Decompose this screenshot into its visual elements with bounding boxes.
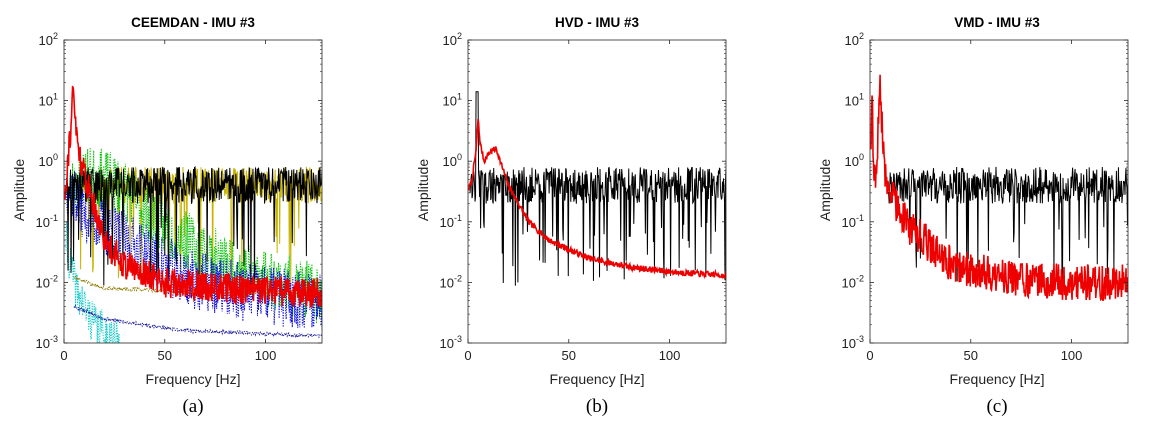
series-line-0 — [469, 91, 726, 286]
plot-frame — [467, 39, 727, 344]
series-line-7 — [64, 85, 322, 308]
y-tick-label: 100 — [845, 152, 864, 169]
plot-frame — [869, 39, 1129, 344]
y-tick-label: 10-1 — [842, 213, 864, 230]
x-tick-label: 50 — [964, 348, 978, 363]
y-tick-label: 10-3 — [842, 334, 864, 351]
series-group — [64, 85, 322, 343]
y-tick-label: 10-2 — [440, 273, 462, 290]
y-tick-label: 10-3 — [440, 334, 462, 351]
series-line-4 — [73, 304, 322, 339]
panel-caption: (a) — [182, 396, 203, 417]
y-tick-label: 100 — [443, 152, 462, 169]
y-tick-label: 10-3 — [36, 334, 58, 351]
chart-title: CEEMDAN - IMU #3 — [131, 15, 255, 30]
y-tick-label: 101 — [845, 92, 864, 109]
chart-title: VMD - IMU #3 — [954, 15, 1040, 30]
x-tick-label: 50 — [158, 348, 172, 363]
y-axis-label: Amplitude — [11, 159, 27, 221]
y-tick-label: 102 — [39, 31, 58, 48]
series-line-6 — [65, 165, 322, 289]
y-tick-label: 10-2 — [36, 273, 58, 290]
y-tick-label: 100 — [39, 152, 58, 169]
x-tick-label: 0 — [866, 348, 873, 363]
panel-b: HVD - IMU #3 Amplitude Frequency [Hz] (b… — [415, 15, 727, 417]
x-axis-label: Frequency [Hz] — [146, 371, 241, 387]
y-tick-label: 10-2 — [842, 273, 864, 290]
series-line-0 — [887, 166, 1128, 285]
panel-c: VMD - IMU #3 Amplitude Frequency [Hz] (c… — [817, 15, 1129, 417]
panel-caption: (b) — [586, 396, 608, 417]
x-tick-label: 50 — [562, 348, 576, 363]
x-tick-label: 0 — [60, 348, 67, 363]
y-tick-label: 101 — [39, 92, 58, 109]
x-tick-label: 100 — [255, 348, 277, 363]
x-tick-label: 0 — [464, 348, 471, 363]
series-line-1 — [468, 118, 726, 280]
panel-caption: (c) — [986, 396, 1007, 417]
y-tick-label: 102 — [443, 31, 462, 48]
y-axis-label: Amplitude — [817, 159, 833, 221]
series-line-1 — [870, 74, 1128, 302]
panel-a: CEEMDAN - IMU #3 Amplitude Frequency [Hz… — [11, 15, 323, 417]
series-line-0 — [79, 166, 322, 288]
chart-title: HVD - IMU #3 — [555, 15, 640, 30]
y-tick-label: 102 — [845, 31, 864, 48]
y-tick-label: 10-1 — [440, 213, 462, 230]
series-group — [870, 74, 1128, 302]
y-tick-label: 10-1 — [36, 213, 58, 230]
x-tick-label: 100 — [659, 348, 681, 363]
x-axis-label: Frequency [Hz] — [950, 371, 1045, 387]
series-line-3 — [65, 221, 120, 343]
series-group — [468, 91, 726, 286]
x-axis-label: Frequency [Hz] — [550, 371, 645, 387]
y-tick-label: 101 — [443, 92, 462, 109]
plot-frame — [63, 39, 323, 344]
y-axis-label: Amplitude — [415, 159, 431, 221]
x-tick-label: 100 — [1061, 348, 1083, 363]
